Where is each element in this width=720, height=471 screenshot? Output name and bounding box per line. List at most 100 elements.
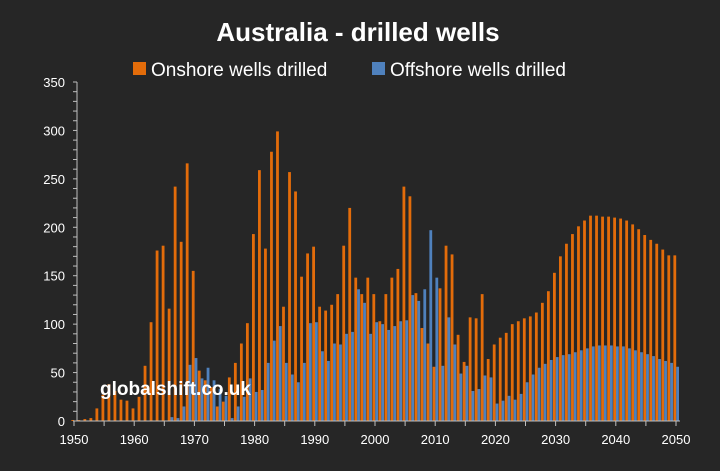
bar-onshore-2027 <box>534 312 538 421</box>
bar-onshore-1950 <box>71 420 75 421</box>
bar-offshore-2036 <box>591 346 595 421</box>
bar-offshore-1995 <box>345 333 348 421</box>
bar-onshore-2049 <box>667 255 671 421</box>
bar-offshore-1988 <box>302 362 306 421</box>
bar-onshore-2015 <box>462 361 466 421</box>
bar-offshore-2041 <box>622 346 625 421</box>
bar-offshore-1985 <box>284 362 288 421</box>
bar-onshore-2013 <box>450 254 454 421</box>
bar-offshore-1973 <box>212 380 216 421</box>
x-tick-label: 2050 <box>662 432 691 447</box>
bar-offshore-2018 <box>483 375 487 421</box>
bar-offshore-2039 <box>609 345 613 421</box>
bar-onshore-2002 <box>384 294 388 421</box>
bar-onshore-2005 <box>402 186 406 421</box>
bar-offshore-1979 <box>248 378 252 421</box>
bar-offshore-1994 <box>339 344 342 421</box>
bar-onshore-1967 <box>173 186 177 421</box>
bar-offshore-1966 <box>170 417 174 421</box>
bar-onshore-1959 <box>125 400 129 421</box>
bar-onshore-2040 <box>613 217 616 421</box>
bar-onshore-1969 <box>185 163 189 422</box>
bar-offshore-2024 <box>519 393 523 421</box>
bar-onshore-1957 <box>113 390 117 421</box>
bar-onshore-2035 <box>583 220 586 421</box>
y-tick-label: 300 <box>43 123 65 138</box>
bar-onshore-2042 <box>625 220 629 421</box>
bar-onshore-2044 <box>637 229 641 421</box>
bar-offshore-1990 <box>315 322 318 421</box>
bar-offshore-1998 <box>363 302 366 421</box>
bar-onshore-2048 <box>661 249 665 421</box>
bar-offshore-1972 <box>206 367 210 421</box>
bar-onshore-1968 <box>179 241 183 421</box>
bar-onshore-2012 <box>444 245 448 421</box>
bar-offshore-2032 <box>567 354 571 421</box>
bar-onshore-1961 <box>137 396 141 421</box>
bar-onshore-1958 <box>119 399 123 421</box>
x-tick-label: 1950 <box>60 432 89 447</box>
bar-onshore-2041 <box>619 218 623 421</box>
bar-offshore-2047 <box>658 359 661 421</box>
bar-offshore-2000 <box>375 322 378 421</box>
bar-onshore-1992 <box>324 310 328 421</box>
bar-onshore-1995 <box>342 245 346 421</box>
bar-onshore-2034 <box>577 226 580 421</box>
bar-onshore-2024 <box>516 321 520 421</box>
bar-offshore-2037 <box>597 345 601 421</box>
bar-onshore-1963 <box>149 322 153 421</box>
bar-offshore-2049 <box>670 362 673 421</box>
legend-label-onshore: Onshore wells drilled <box>151 60 327 81</box>
y-tick-label: 150 <box>43 269 65 284</box>
bar-offshore-1969 <box>188 364 192 421</box>
bar-onshore-2000 <box>372 294 376 421</box>
bar-onshore-2007 <box>414 293 418 421</box>
bar-offshore-1971 <box>200 378 204 421</box>
bar-onshore-2001 <box>378 321 382 421</box>
bar-offshore-2048 <box>664 360 667 421</box>
bar-offshore-2033 <box>573 352 577 421</box>
bar-onshore-1979 <box>245 323 249 421</box>
bar-offshore-2043 <box>634 350 637 421</box>
bar-offshore-2031 <box>561 355 565 421</box>
bar-onshore-1980 <box>252 234 255 421</box>
bar-offshore-1996 <box>351 331 354 421</box>
bar-onshore-2039 <box>607 216 610 421</box>
y-tick-label: 0 <box>58 414 65 429</box>
bar-offshore-2010 <box>435 277 439 421</box>
bar-offshore-2022 <box>507 395 511 421</box>
bar-offshore-2035 <box>585 348 589 421</box>
legend: Onshore wells drilled Offshore wells dri… <box>133 60 566 81</box>
x-tick-label: 1970 <box>180 432 209 447</box>
bar-onshore-1952 <box>83 419 87 421</box>
bar-offshore-2040 <box>616 346 619 421</box>
bar-offshore-1992 <box>327 360 330 421</box>
bar-onshore-2025 <box>522 318 526 421</box>
bar-offshore-1983 <box>272 340 276 421</box>
bar-onshore-1993 <box>330 304 334 421</box>
bar-offshore-1984 <box>278 326 282 421</box>
y-tick-label: 100 <box>43 317 65 332</box>
bar-onshore-1966 <box>167 308 171 421</box>
bar-onshore-2020 <box>492 344 496 421</box>
bar-onshore-1985 <box>282 306 285 421</box>
bar-onshore-1991 <box>318 306 322 421</box>
bar-offshore-1987 <box>296 382 300 421</box>
bar-onshore-2017 <box>474 318 478 421</box>
bar-offshore-2007 <box>417 300 421 421</box>
bar-offshore-2012 <box>447 317 451 421</box>
y-tick-label: 350 <box>43 75 65 90</box>
bar-offshore-2028 <box>543 363 547 421</box>
bar-onshore-1955 <box>101 394 105 421</box>
bar-onshore-2026 <box>528 316 532 421</box>
bar-onshore-1994 <box>336 294 340 421</box>
bar-onshore-1989 <box>306 253 309 421</box>
bar-offshore-2008 <box>423 289 427 421</box>
bar-onshore-2006 <box>408 196 412 421</box>
bar-offshore-1997 <box>357 289 360 421</box>
bar-offshore-2001 <box>381 324 385 421</box>
bar-onshore-2050 <box>673 255 677 421</box>
x-tick-label: 1980 <box>240 432 269 447</box>
bar-onshore-1998 <box>360 294 364 421</box>
bar-offshore-2025 <box>525 382 529 421</box>
